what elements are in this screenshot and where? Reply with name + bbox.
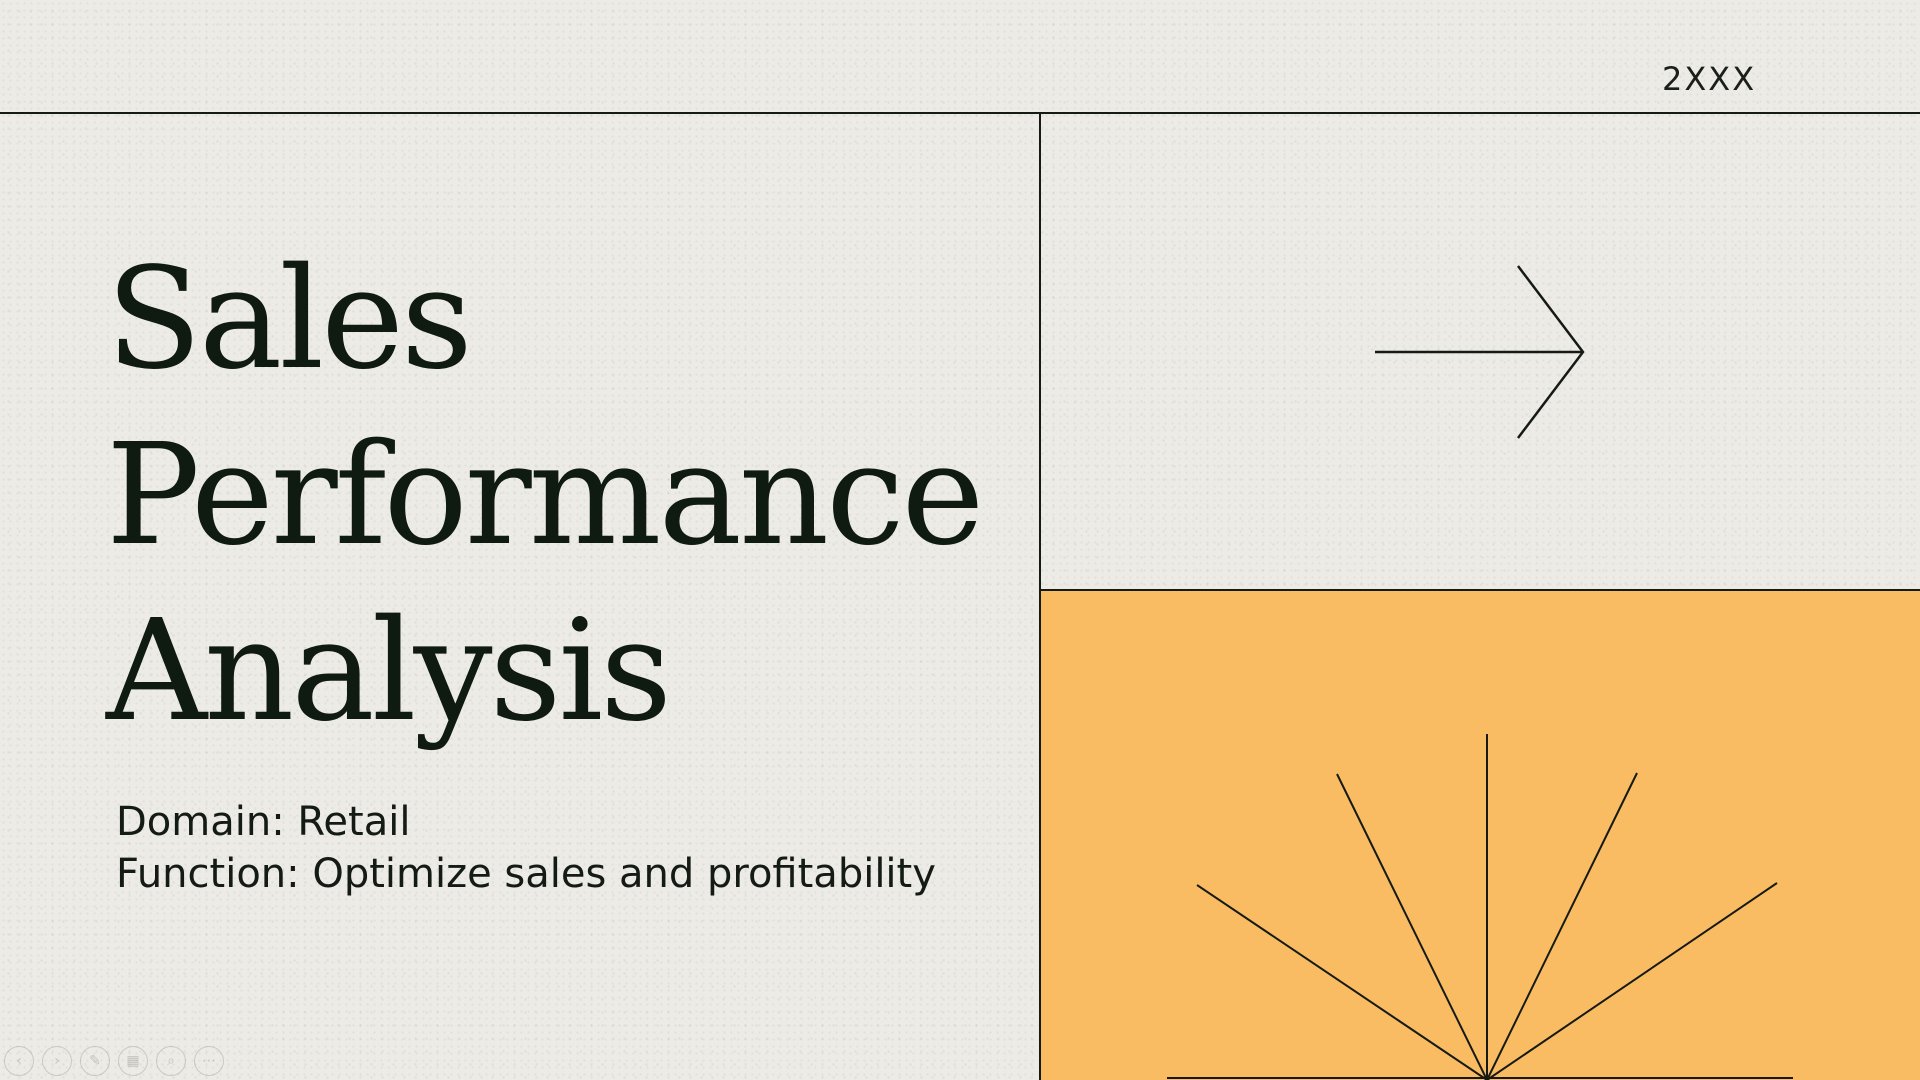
accent-panel [1041, 589, 1920, 1080]
presentation-toolbar: ‹ › ✎ ▦ ⌕ ⋯ [4, 1046, 224, 1076]
right-arrow-icon [1375, 265, 1585, 439]
subtitle-domain: Domain: Retail [116, 799, 411, 845]
top-divider [0, 112, 1920, 114]
zoom-button[interactable]: ⌕ [156, 1046, 186, 1076]
vertical-divider [1039, 114, 1041, 1080]
title-line-1: Sales [106, 238, 473, 401]
arrow-panel [1041, 114, 1920, 589]
slide-subtitle: Domain: Retail Function: Optimize sales … [116, 796, 936, 900]
title-line-3: Analysis [106, 590, 672, 753]
previous-slide-button[interactable]: ‹ [4, 1046, 34, 1076]
slides-grid-button[interactable]: ▦ [118, 1046, 148, 1076]
slide-title: Sales Performance Analysis [106, 232, 984, 760]
pen-tool-button[interactable]: ✎ [80, 1046, 110, 1076]
next-slide-button[interactable]: › [42, 1046, 72, 1076]
more-options-button[interactable]: ⋯ [194, 1046, 224, 1076]
subtitle-function: Function: Optimize sales and profitabili… [116, 851, 936, 897]
title-line-2: Performance [106, 414, 984, 577]
year-label: 2XXX [1662, 60, 1757, 98]
sunburst-lines-icon [1167, 734, 1793, 1080]
